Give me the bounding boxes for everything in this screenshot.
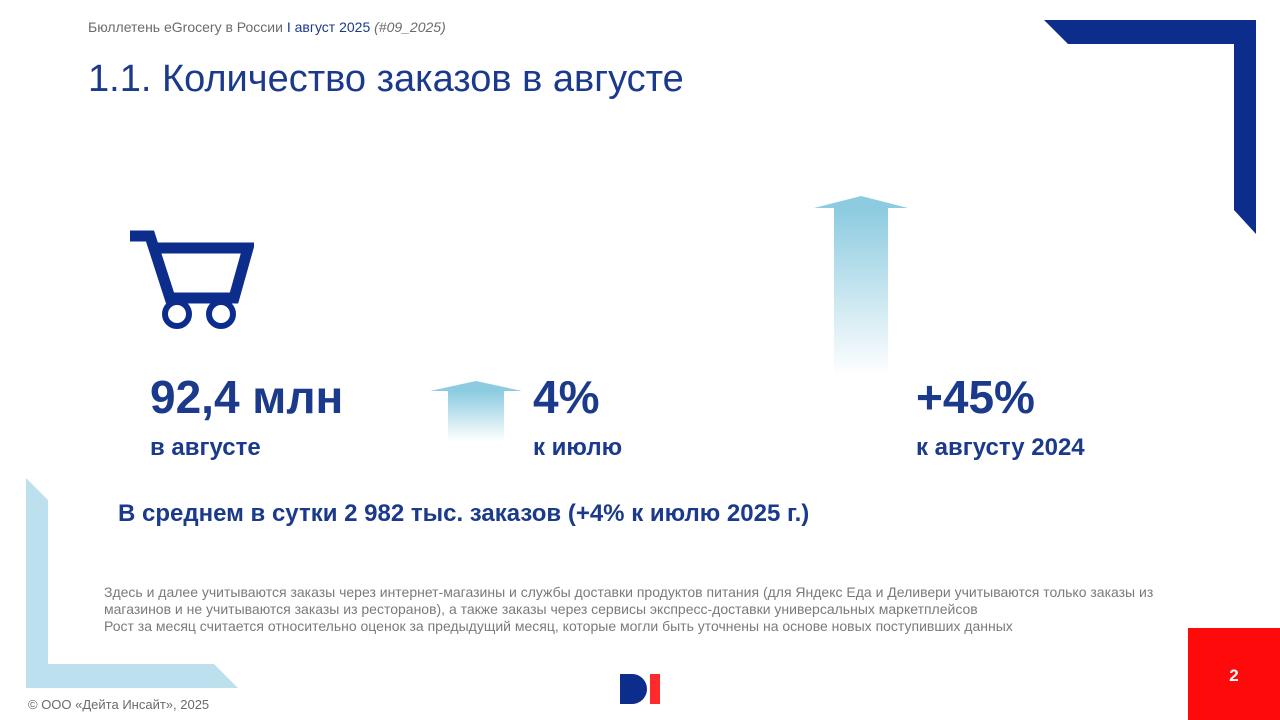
bracket-decoration [26, 478, 238, 688]
page-number-box [1188, 628, 1280, 720]
up-arrow-icon [814, 196, 908, 376]
note-line: Рост за месяц считается относительно оце… [104, 618, 1013, 634]
company-logo: DI [620, 674, 660, 704]
mom-growth-value: 4% [533, 371, 600, 423]
daily-average-text: В среднем в сутки 2 982 тыс. заказов (+4… [118, 500, 810, 527]
page-title: 1.1. Количество заказов в августе [88, 58, 684, 100]
up-arrow-icon [430, 381, 522, 441]
header-separator: I [286, 19, 291, 35]
bulletin-name: Бюллетень eGrocery в России [88, 19, 283, 35]
note-line: Здесь и далее учитываются заказы через и… [104, 584, 1154, 617]
total-orders-value: 92,4 млн [150, 371, 344, 423]
copyright: © ООО «Дейта Инсайт», 2025 [28, 697, 210, 712]
methodology-note: Здесь и далее учитываются заказы через и… [104, 584, 1184, 635]
shopping-cart-icon [130, 230, 254, 329]
corner-decoration [1044, 20, 1256, 234]
total-orders-label: в августе [150, 434, 261, 461]
mom-growth-label: к июлю [533, 434, 623, 461]
bulletin-header: Бюллетень eGrocery в России I август 202… [88, 19, 446, 35]
yoy-growth-value: +45% [916, 371, 1035, 423]
page-number: 2 [1229, 666, 1239, 685]
bulletin-period: август 2025 [294, 19, 371, 35]
bulletin-code: (#09_2025) [374, 19, 446, 35]
yoy-growth-label: к августу 2024 [916, 434, 1085, 461]
